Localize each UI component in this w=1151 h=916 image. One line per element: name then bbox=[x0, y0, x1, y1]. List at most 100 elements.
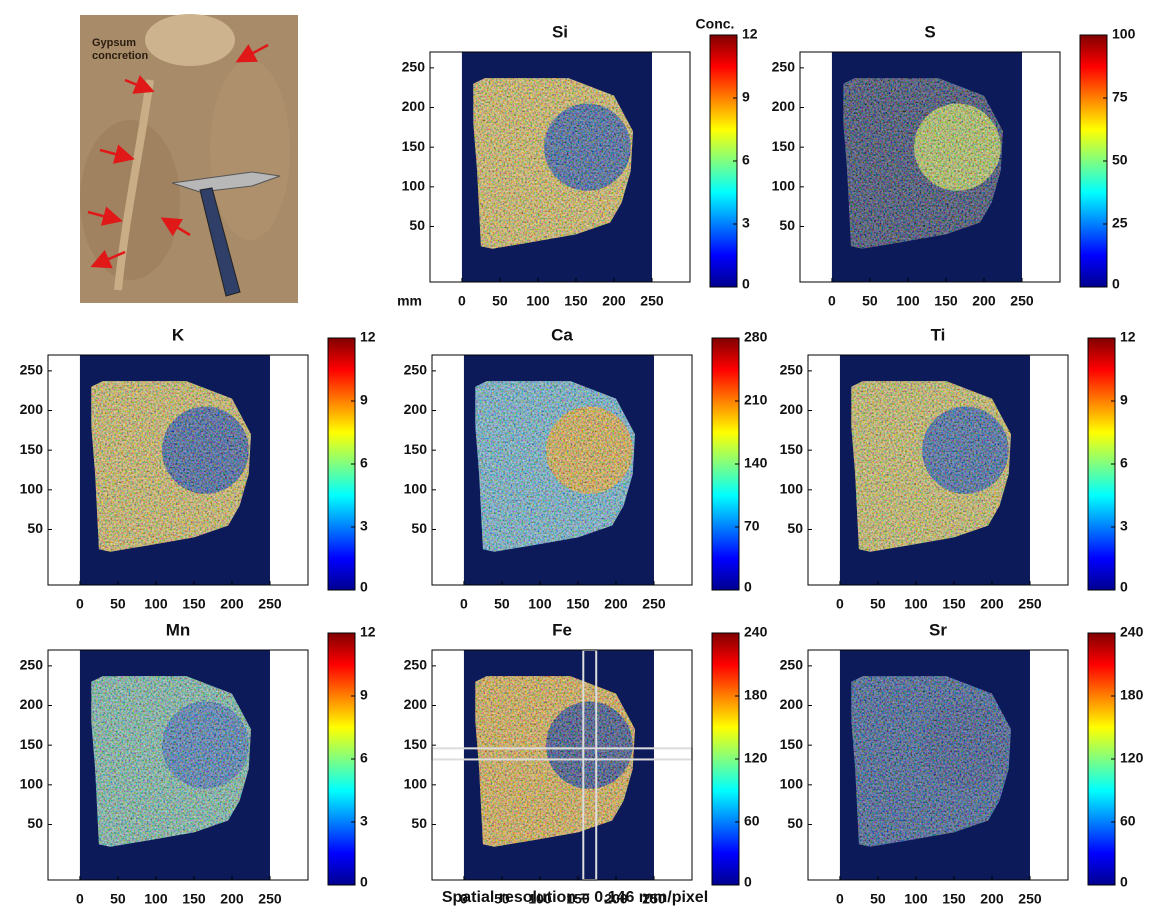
y-tick-label: 100 bbox=[404, 481, 428, 497]
colorbar-tick-label: 70 bbox=[744, 518, 760, 534]
y-tick-label: 250 bbox=[20, 362, 44, 378]
y-tick-label: 200 bbox=[780, 401, 804, 417]
colorbar-tick-label: 9 bbox=[742, 89, 750, 105]
x-tick-label: 150 bbox=[566, 596, 590, 612]
x-tick-label: 0 bbox=[836, 891, 844, 907]
y-tick-label: 200 bbox=[772, 98, 796, 114]
colorbar-tick-label: 60 bbox=[1120, 813, 1136, 829]
x-tick-label: 100 bbox=[896, 293, 920, 309]
y-tick-label: 150 bbox=[780, 736, 804, 752]
colorbar-tick-label: 0 bbox=[360, 874, 368, 890]
panel-title: Ca bbox=[551, 325, 573, 344]
x-tick-label: 150 bbox=[182, 891, 206, 907]
x-tick-label: 50 bbox=[110, 891, 126, 907]
heatmap-panel: K 0 50 100 150 200 250 50 100 150 200 250 0 3 6 9 12 bbox=[20, 325, 376, 611]
y-tick-label: 200 bbox=[780, 696, 804, 712]
x-tick-label: 250 bbox=[642, 891, 666, 907]
colorbar-tick-label: 12 bbox=[1120, 329, 1136, 345]
panel-title: K bbox=[172, 325, 185, 344]
x-tick-label: 0 bbox=[836, 596, 844, 612]
x-tick-label: 0 bbox=[458, 293, 466, 309]
y-tick-label: 250 bbox=[780, 657, 804, 673]
y-tick-label: 50 bbox=[409, 217, 425, 233]
y-tick-label: 100 bbox=[404, 776, 428, 792]
colorbar-tick-label: 9 bbox=[360, 392, 368, 408]
panel-title: Fe bbox=[552, 620, 572, 639]
colorbar-tick-label: 0 bbox=[360, 579, 368, 595]
colorbar-tick-label: 12 bbox=[742, 26, 758, 42]
colorbar-tick-label: 12 bbox=[360, 329, 376, 345]
y-tick-label: 100 bbox=[402, 178, 426, 194]
x-tick-label: 100 bbox=[904, 891, 928, 907]
colorbar-tick-label: 50 bbox=[1112, 152, 1128, 168]
y-tick-label: 50 bbox=[787, 520, 803, 536]
x-tick-label: 150 bbox=[566, 891, 590, 907]
y-tick-label: 100 bbox=[780, 776, 804, 792]
colorbar-tick-label: 0 bbox=[1112, 276, 1120, 292]
y-tick-label: 150 bbox=[20, 441, 44, 457]
axes-frame bbox=[431, 649, 693, 881]
x-tick-label: 250 bbox=[640, 293, 664, 309]
x-tick-label: 0 bbox=[828, 293, 836, 309]
colorbar-tick-label: 180 bbox=[744, 687, 768, 703]
x-tick-label: 200 bbox=[980, 596, 1004, 612]
colorbar bbox=[327, 337, 356, 591]
colorbar-tick-label: 9 bbox=[1120, 392, 1128, 408]
x-tick-label: 150 bbox=[942, 891, 966, 907]
colorbar-tick-label: 140 bbox=[744, 455, 768, 471]
speckle-texture bbox=[475, 381, 635, 552]
x-tick-label: 50 bbox=[870, 596, 886, 612]
colorbar-tick-label: 3 bbox=[742, 215, 750, 231]
y-tick-label: 100 bbox=[772, 178, 796, 194]
x-tick-label: 100 bbox=[144, 891, 168, 907]
colorbar-tick-label: 6 bbox=[360, 750, 368, 766]
colorbar-tick-label: 210 bbox=[744, 392, 768, 408]
y-tick-label: 50 bbox=[411, 520, 427, 536]
speckle-texture bbox=[843, 78, 1003, 249]
y-tick-label: 100 bbox=[20, 481, 44, 497]
x-tick-label: 0 bbox=[76, 596, 84, 612]
colorbar-tick-label: 6 bbox=[742, 152, 750, 168]
colorbar-tick-label: 0 bbox=[742, 276, 750, 292]
heatmap-panel: Fe 0 50 100 150 200 250 50 100 150 200 250 0 60 120 180… bbox=[404, 620, 768, 906]
y-tick-label: 250 bbox=[402, 59, 426, 75]
colorbar bbox=[711, 337, 740, 591]
y-tick-label: 200 bbox=[20, 401, 44, 417]
y-tick-label: 150 bbox=[772, 138, 796, 154]
caption: Spatial resolution = 0.146 mm/pixel bbox=[442, 889, 708, 906]
speckle-texture bbox=[473, 78, 633, 249]
x-tick-label: 100 bbox=[528, 891, 552, 907]
x-tick-label: 200 bbox=[220, 596, 244, 612]
colorbar-tick-label: 75 bbox=[1112, 89, 1128, 105]
axes-frame bbox=[431, 354, 693, 586]
field-photo: Gypsum concretion bbox=[80, 14, 298, 303]
colorbar bbox=[327, 632, 356, 886]
y-tick-label: 250 bbox=[772, 59, 796, 75]
y-tick-label: 200 bbox=[404, 401, 428, 417]
x-tick-label: 50 bbox=[110, 596, 126, 612]
x-tick-label: 200 bbox=[980, 891, 1004, 907]
x-tick-label: 250 bbox=[1018, 891, 1042, 907]
x-tick-label: 150 bbox=[934, 293, 958, 309]
colorbar-tick-label: 25 bbox=[1112, 215, 1128, 231]
speckle-texture bbox=[91, 676, 251, 847]
speckle-texture bbox=[851, 676, 1011, 847]
x-tick-label: 200 bbox=[220, 891, 244, 907]
x-tick-label: 50 bbox=[862, 293, 878, 309]
y-tick-label: 150 bbox=[402, 138, 426, 154]
colorbar bbox=[1079, 34, 1108, 288]
y-tick-label: 150 bbox=[780, 441, 804, 457]
heatmap-panel: Mn 0 50 100 150 200 250 50 100 150 200 250 0 3 6 9 12 bbox=[20, 620, 376, 906]
colorbar-tick-label: 0 bbox=[744, 874, 752, 890]
panel-title: Ti bbox=[931, 325, 946, 344]
speckle-texture bbox=[851, 381, 1011, 552]
y-tick-label: 100 bbox=[20, 776, 44, 792]
heatmap-panel: S 0 50 100 150 200 250 50 100 150 200 250 0 25 50 75 100 bbox=[772, 22, 1136, 308]
x-tick-label: 50 bbox=[494, 596, 510, 612]
y-tick-label: 150 bbox=[404, 736, 428, 752]
x-tick-label: 0 bbox=[460, 891, 468, 907]
colorbar-tick-label: 120 bbox=[1120, 750, 1144, 766]
colorbar-tick-label: 0 bbox=[1120, 874, 1128, 890]
heatmap-panel: Si 0 50 100 150 200 250 50 100 150 200 250 mm 0 3 6 9 12 C… bbox=[397, 16, 758, 309]
